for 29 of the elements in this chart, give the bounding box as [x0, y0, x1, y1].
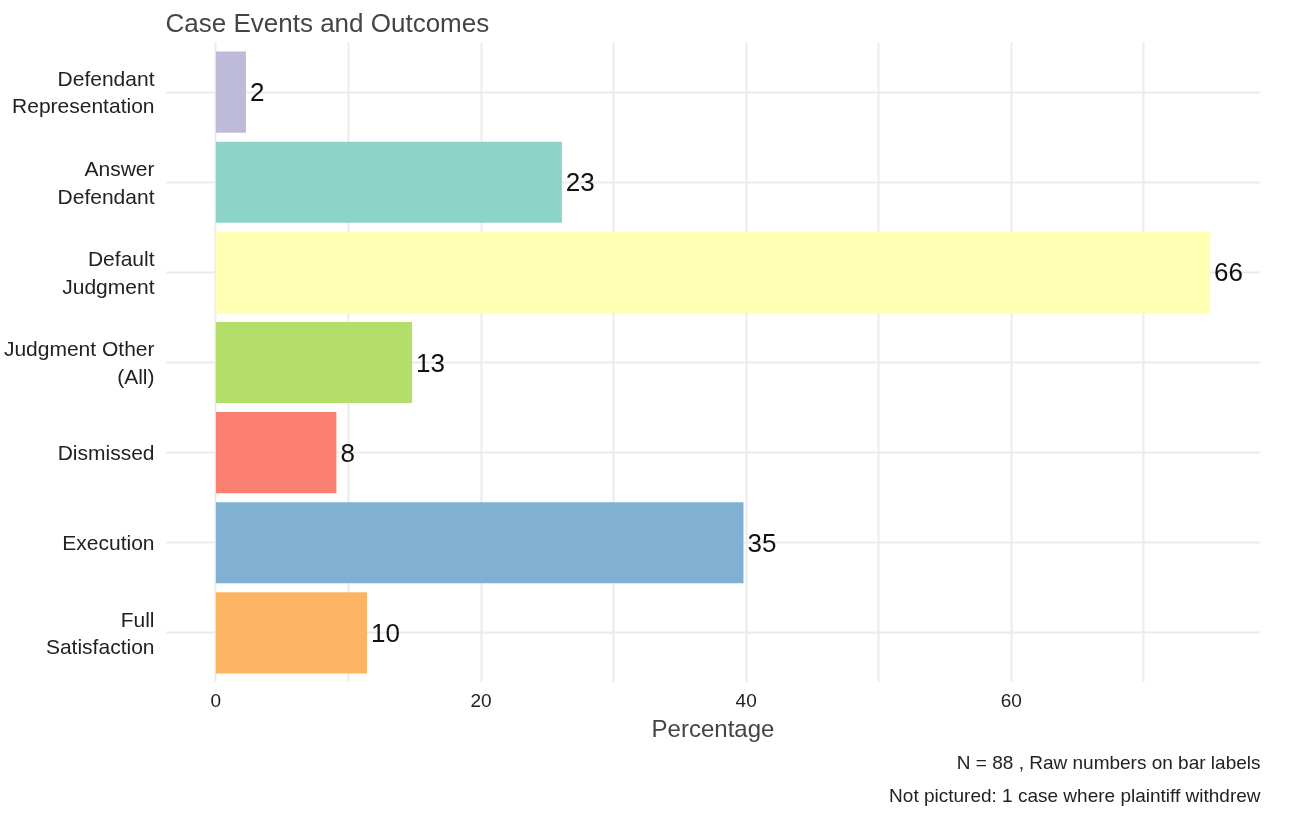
- bar: [215, 502, 744, 584]
- x-tick-label: 60: [1000, 689, 1022, 711]
- x-tick-label: 0: [210, 689, 222, 711]
- bar: [215, 592, 367, 674]
- text: N = 88 , Raw numbers on bar labels: [956, 751, 1261, 773]
- x-axis-title: Percentage: [651, 714, 775, 742]
- chart-title: Case Events and Outcomes: [165, 7, 490, 38]
- bar: [215, 321, 413, 404]
- bar: [215, 412, 337, 494]
- y-tick-label: Full Satisfaction: [45, 607, 155, 659]
- y-tick-label: Execution: [62, 531, 155, 555]
- annotation: 8: [340, 437, 355, 468]
- y-tick-label: Dismissed: [57, 441, 155, 465]
- annotation: 23: [565, 167, 595, 198]
- y-tick-label: Answer Defendant: [57, 156, 155, 208]
- bar: [215, 51, 246, 133]
- x-tick-label: 40: [735, 689, 757, 711]
- y-tick-label: Default Judgment: [62, 247, 155, 298]
- bar: [215, 141, 562, 223]
- text: Not pictured: 1 case where plaintiff withdrew: [889, 784, 1261, 806]
- annotation: 66: [1214, 257, 1244, 288]
- y-tick-label: Judgment Other (All): [3, 337, 155, 388]
- x-tick-label: 20: [470, 689, 492, 711]
- annotation: 35: [747, 527, 777, 558]
- annotation: 13: [416, 347, 445, 378]
- annotation: 10: [371, 617, 400, 648]
- bar: [215, 231, 1211, 313]
- y-tick-label: Defendant Representation: [12, 66, 155, 118]
- annotation: 2: [249, 77, 265, 108]
